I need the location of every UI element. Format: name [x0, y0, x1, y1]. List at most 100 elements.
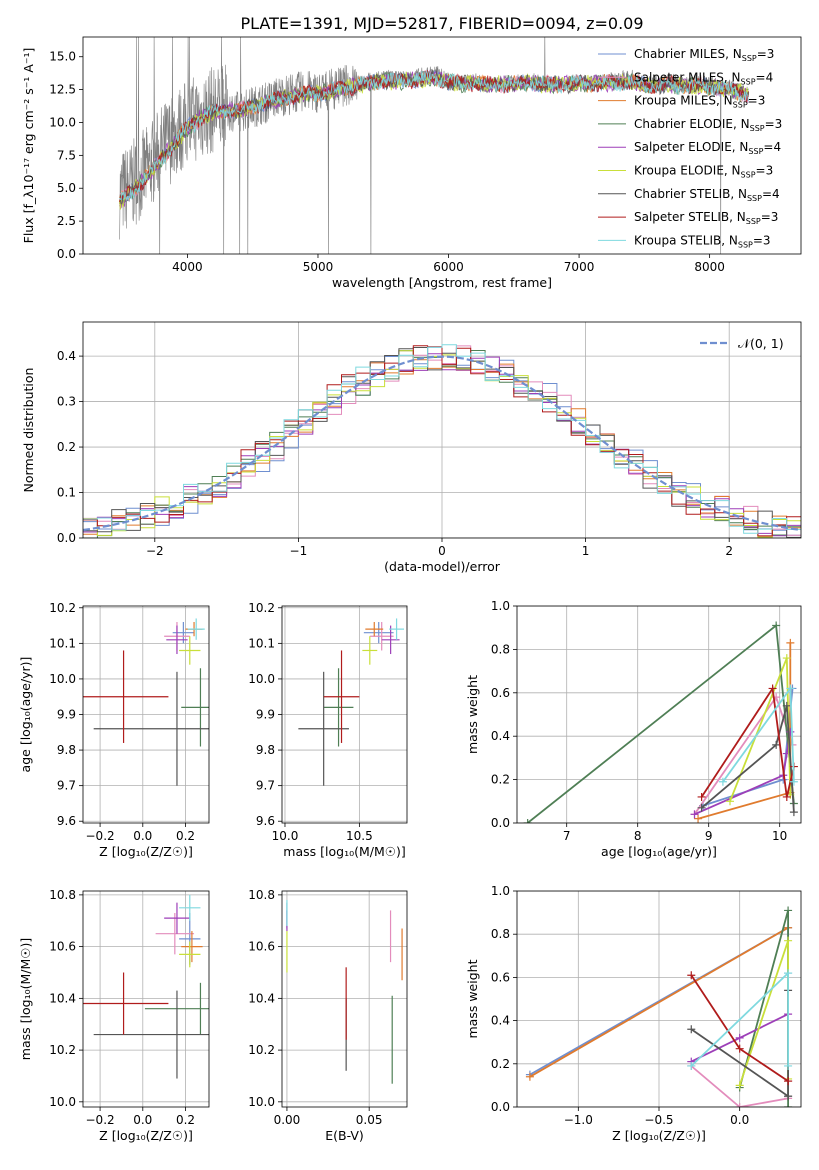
series-line	[738, 910, 789, 1107]
y-tick-label: 0.2	[491, 773, 510, 787]
series-point	[789, 777, 798, 786]
x-tick-label: 9	[705, 829, 713, 843]
legend-entry: Kroupa STELIB, NSSP=3	[634, 233, 771, 249]
y-tick-label: 0.0	[491, 816, 510, 830]
chart-age_vs_Z: −0.2 0.0 0.2 9.6 9.7 9.8 9.9 10.0 10.1 10.2 Z [log…	[18, 601, 210, 859]
series-point	[690, 810, 699, 819]
y-tick-label: 0.6	[491, 686, 510, 700]
plot-area-massweight_vs_age	[517, 606, 801, 823]
x-tick-label: −2	[146, 544, 164, 558]
y-tick-label: 10.2	[248, 1043, 275, 1057]
legend-entry: Chabrier STELIB, NSSP=4	[634, 187, 780, 203]
spectrum-legend: Chabrier MILES, NSSP=3 Salpeter MILES, NS…	[598, 47, 782, 249]
series-point	[784, 969, 793, 978]
series-point	[735, 1103, 744, 1107]
legend-entry: Kroupa ELODIE, NSSP=3	[634, 164, 773, 180]
x-tick-label: −0.5	[644, 1113, 673, 1127]
axes-frame	[516, 890, 802, 1108]
y-tick-label: 1.0	[491, 599, 510, 613]
y-tick-label: 10.8	[49, 888, 76, 902]
axes-frame	[281, 605, 408, 824]
x-tick-label: 10.0	[272, 829, 299, 843]
y-tick-label: 12.5	[49, 83, 76, 97]
y-tick-label: 10.8	[248, 888, 275, 902]
series-point	[687, 1025, 696, 1034]
x-tick-label: 0.0	[730, 1113, 749, 1127]
chart-age_vs_mass: 10.0 10.5 9.6 9.7 9.8 9.9 10.0 10.1 10.2 mass [lo…	[248, 601, 408, 859]
x-tick-label: 10.5	[346, 829, 373, 843]
series-line	[690, 1065, 789, 1107]
axes-frame	[82, 36, 802, 255]
series-point	[782, 654, 791, 663]
plot-area-mass_vs_Z	[83, 891, 209, 1107]
y-tick-label: 9.9	[57, 708, 76, 722]
x-tick-label: 1	[582, 544, 590, 558]
x-tick-label: 2	[725, 544, 733, 558]
series-point	[789, 808, 798, 817]
axes-frame	[281, 890, 408, 1108]
gaussian-curve	[83, 355, 801, 532]
y-tick-label: 10.1	[248, 636, 275, 650]
y-tick-label: 9.8	[256, 743, 275, 757]
spectrum-model-chabrier-stelib	[119, 70, 749, 205]
x-axis-label: age [log₁₀(age/yr)]	[601, 844, 717, 859]
x-tick-label: 8000	[694, 260, 725, 274]
y-tick-label: 0.8	[491, 927, 510, 941]
plot-area-massweight_vs_Z	[517, 891, 801, 1107]
plot-area-spectrum	[119, 37, 750, 254]
plot-area-age_vs_Z	[83, 606, 209, 823]
series-point	[694, 814, 703, 823]
x-tick-label: 10	[772, 829, 787, 843]
y-tick-label: 0.2	[57, 440, 76, 454]
x-axis-label: mass [log₁₀(M/M☉)]	[283, 844, 405, 859]
y-tick-label: 5.0	[57, 181, 76, 195]
y-tick-label: 7.5	[57, 148, 76, 162]
x-tick-label: 8	[634, 829, 642, 843]
y-tick-label: 0.0	[57, 531, 76, 545]
y-tick-label: 0.1	[57, 486, 76, 500]
y-tick-label: 10.0	[248, 1095, 275, 1109]
y-tick-label: 10.0	[248, 672, 275, 686]
x-tick-label: −0.2	[86, 1113, 115, 1127]
series-point	[782, 701, 791, 710]
series-point	[784, 1103, 793, 1107]
series-point	[784, 1092, 793, 1101]
y-tick-label: 0.8	[491, 642, 510, 656]
y-axis-label: mass [log₁₀(M/M☉)]	[18, 938, 33, 1060]
x-tick-label: 0.0	[133, 829, 152, 843]
series-point	[697, 792, 706, 801]
x-axis-label: Z [log₁₀(Z/Z☉)]	[99, 844, 193, 859]
x-tick-label: −1.0	[564, 1113, 593, 1127]
y-tick-label: 10.2	[49, 601, 76, 615]
series-point	[772, 740, 781, 749]
y-tick-label: 9.6	[57, 814, 76, 828]
series-point	[784, 1061, 793, 1070]
y-tick-label: 9.8	[57, 743, 76, 757]
series-point	[726, 797, 734, 806]
legend-entry: Salpeter STELIB, NSSP=3	[634, 210, 778, 226]
y-tick-label: 10.0	[49, 1095, 76, 1109]
x-tick-label: 0.0	[133, 1113, 152, 1127]
y-tick-label: 0.4	[491, 729, 510, 743]
series-point	[772, 621, 781, 630]
plot-area-age_vs_mass	[282, 606, 407, 823]
y-tick-label: 0.0	[57, 247, 76, 261]
histogram-salpeter-stelib	[83, 345, 801, 537]
x-tick-label: −1	[290, 544, 308, 558]
series-point	[718, 777, 727, 786]
series-point	[735, 1081, 744, 1090]
series-point	[735, 1033, 744, 1042]
y-tick-label: 10.6	[49, 940, 76, 954]
series-point	[784, 936, 793, 945]
series-point	[735, 1044, 744, 1053]
y-tick-label: 9.9	[256, 708, 275, 722]
x-axis-label: Z [log₁₀(Z/Z☉)]	[612, 1128, 706, 1143]
y-tick-label: 0.4	[491, 1014, 510, 1028]
series-point	[687, 971, 696, 980]
y-axis-label: mass weight	[465, 959, 480, 1038]
y-axis-label: Flux [f_λ10⁻¹⁷ erg cm⁻² s⁻¹ A⁻¹]	[21, 48, 36, 244]
y-tick-label: 0.6	[491, 970, 510, 984]
y-tick-label: 0.0	[491, 1100, 510, 1114]
figure-title: PLATE=1391, MJD=52817, FIBERID=0094, z=0…	[240, 14, 643, 33]
x-axis-label: Z [log₁₀(Z/Z☉)]	[99, 1128, 193, 1143]
